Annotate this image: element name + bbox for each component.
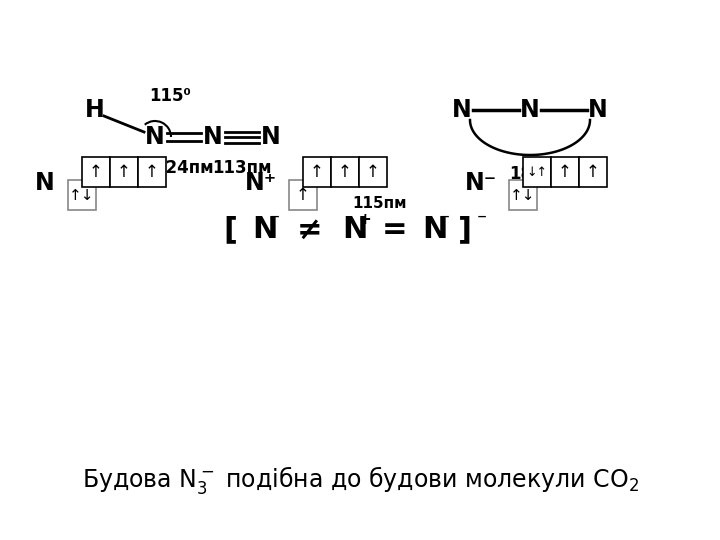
Text: ↑: ↑: [310, 163, 324, 181]
Text: =: =: [382, 215, 408, 245]
Text: N: N: [203, 125, 223, 149]
Bar: [82, 157, 110, 187]
Text: ⁻: ⁻: [270, 211, 280, 229]
Text: ↓↑: ↓↑: [526, 165, 547, 179]
Bar: [579, 157, 607, 187]
Text: 180⁰: 180⁰: [509, 165, 551, 183]
Text: ≠: ≠: [297, 215, 323, 245]
Text: ↑: ↑: [366, 163, 380, 181]
Bar: [551, 157, 579, 187]
Text: N: N: [520, 98, 540, 122]
Text: 115пм: 115пм: [353, 197, 408, 212]
Text: ↑: ↑: [338, 163, 352, 181]
Text: N: N: [252, 215, 278, 245]
Text: N: N: [145, 125, 165, 149]
Text: ↑↓: ↑↓: [69, 187, 95, 202]
Text: ↑: ↑: [558, 163, 572, 181]
Text: 113пм: 113пм: [212, 159, 271, 177]
Text: [: [: [223, 215, 237, 245]
Text: ↑: ↑: [586, 163, 600, 181]
Bar: [68, 180, 96, 210]
Text: N: N: [452, 98, 472, 122]
Text: Будова N$_3^-$ подібна до будови молекули CO$_2$: Будова N$_3^-$ подібна до будови молекул…: [81, 464, 639, 496]
Text: 124пм: 124пм: [154, 159, 214, 177]
Text: N: N: [423, 215, 448, 245]
Text: ↑: ↑: [89, 163, 103, 181]
Text: ⁻: ⁻: [477, 211, 487, 229]
Text: ↑: ↑: [296, 186, 310, 204]
Text: N⁻: N⁻: [464, 172, 497, 195]
Bar: [289, 180, 317, 210]
Text: N: N: [588, 98, 608, 122]
Text: ]: ]: [458, 215, 472, 245]
Text: ↑: ↑: [117, 163, 131, 181]
Text: ↑: ↑: [145, 163, 159, 181]
Bar: [138, 157, 166, 187]
Text: ↑↓: ↑↓: [510, 187, 536, 202]
Bar: [110, 157, 138, 187]
Text: +: +: [359, 213, 372, 227]
Text: N: N: [261, 125, 281, 149]
Text: N: N: [35, 172, 55, 195]
Bar: [303, 157, 331, 187]
Bar: [509, 180, 537, 210]
Text: N: N: [342, 215, 368, 245]
Text: ⁻: ⁻: [440, 211, 450, 229]
Bar: [359, 157, 387, 187]
Text: H: H: [85, 98, 105, 122]
Text: 115⁰: 115⁰: [149, 87, 191, 105]
Bar: [523, 157, 551, 187]
Bar: [331, 157, 359, 187]
Text: N⁺: N⁺: [245, 172, 277, 195]
